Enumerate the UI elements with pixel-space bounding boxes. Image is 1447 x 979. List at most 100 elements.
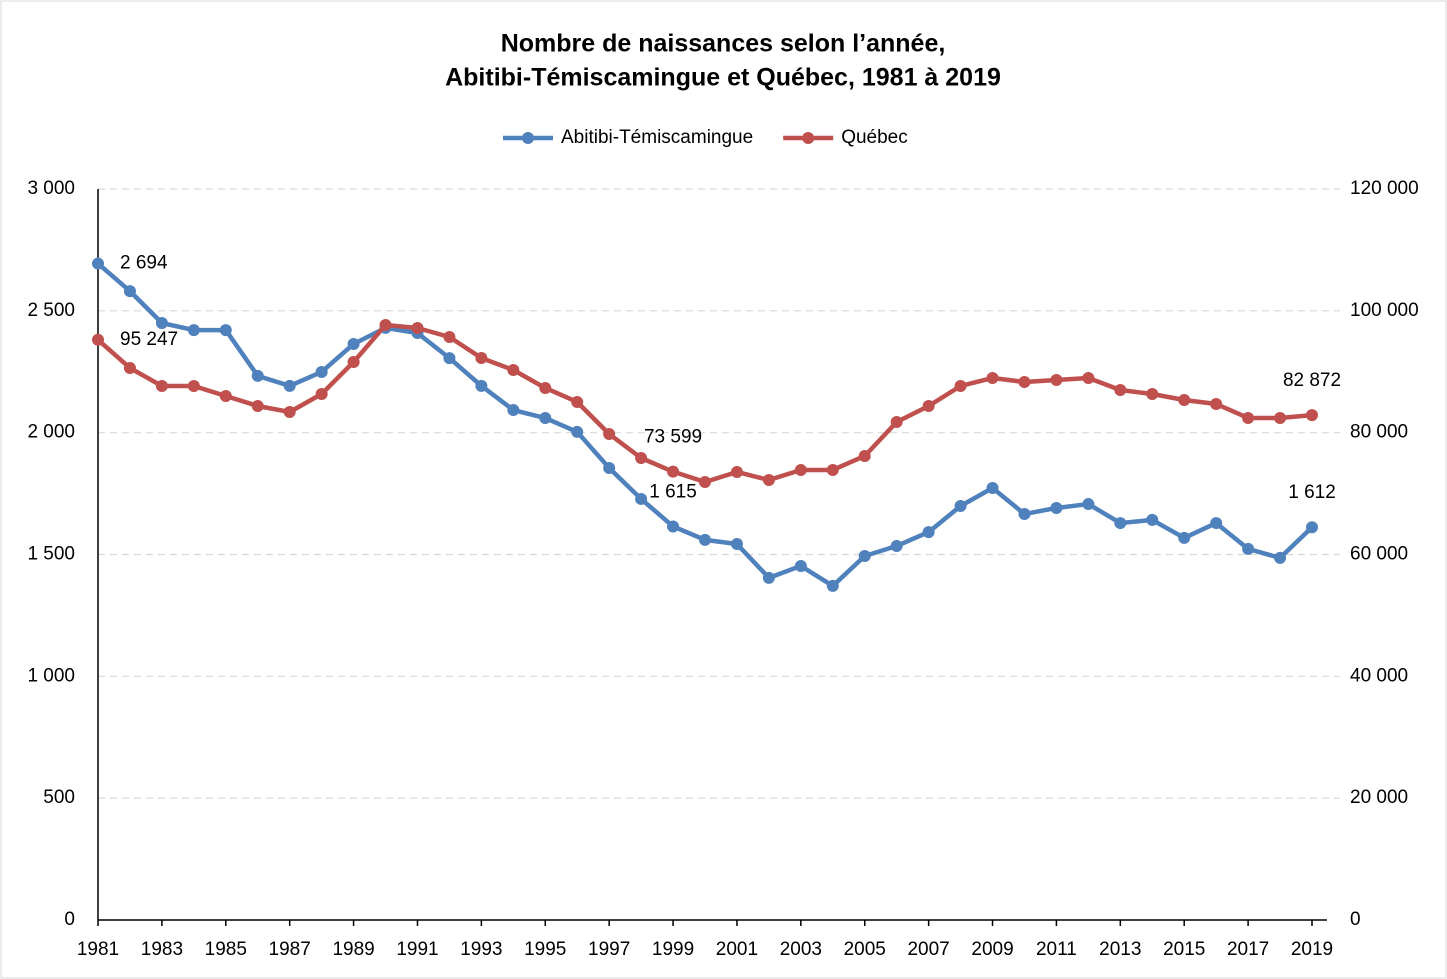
data-point	[794, 559, 807, 572]
data-point	[187, 379, 200, 392]
data-point	[1178, 393, 1191, 406]
y2-tick-label: 0	[1350, 909, 1361, 930]
x-tick-label: 2019	[1291, 939, 1333, 960]
data-point	[475, 351, 488, 364]
y-tick-label: 500	[43, 787, 75, 808]
data-point	[1050, 373, 1063, 386]
data-point	[539, 381, 552, 394]
data-point	[123, 361, 136, 374]
data-point	[603, 461, 616, 474]
data-point	[1306, 521, 1318, 534]
y-tick-label: 1 500	[27, 544, 75, 565]
data-point	[1114, 517, 1127, 530]
data-point	[890, 539, 903, 552]
data-point	[155, 317, 168, 330]
data-point	[123, 285, 136, 298]
data-point	[794, 463, 807, 476]
y-tick-label: 1 000	[27, 665, 75, 686]
x-tick-label: 2011	[1036, 939, 1077, 960]
data-label: 95 247	[120, 329, 178, 350]
data-point	[283, 379, 296, 392]
data-point	[155, 379, 168, 392]
data-point	[635, 492, 648, 505]
data-point	[411, 321, 424, 334]
x-tick-label: 1991	[396, 939, 438, 960]
data-point	[922, 526, 935, 539]
data-point	[1178, 531, 1191, 544]
data-point	[986, 481, 999, 494]
data-point	[315, 365, 328, 378]
data-point	[762, 571, 775, 584]
x-tick-label: 2007	[907, 939, 949, 960]
data-point	[1274, 551, 1287, 564]
data-point	[826, 579, 839, 592]
data-point	[1274, 411, 1287, 424]
data-point	[219, 389, 232, 402]
data-label: 1 615	[649, 481, 697, 502]
data-point	[443, 330, 456, 343]
data-point	[475, 379, 488, 392]
x-tick-label: 2013	[1099, 939, 1141, 960]
y2-tick-label: 100 000	[1350, 300, 1419, 321]
x-tick-label: 2017	[1227, 939, 1269, 960]
y-tick-label: 3 000	[27, 178, 75, 199]
data-point	[1210, 397, 1223, 410]
legend-marker	[522, 132, 534, 144]
y2-tick-label: 80 000	[1350, 422, 1408, 443]
data-label: 73 599	[644, 427, 702, 448]
data-point	[699, 475, 711, 488]
x-tick-label: 1997	[588, 939, 630, 960]
data-point	[954, 500, 967, 513]
y2-tick-label: 120 000	[1350, 178, 1419, 199]
data-point	[699, 533, 711, 546]
x-tick-label: 2009	[971, 939, 1013, 960]
data-point	[1242, 411, 1255, 424]
x-tick-label: 1983	[141, 939, 183, 960]
chart-title: Nombre de naissances selon l’année,	[501, 30, 946, 58]
x-tick-label: 2001	[716, 939, 758, 960]
data-point	[1242, 542, 1255, 555]
x-tick-label: 1987	[269, 939, 311, 960]
x-tick-label: 1989	[332, 939, 374, 960]
x-tick-label: 1999	[652, 939, 694, 960]
data-point	[890, 415, 903, 428]
data-point	[539, 412, 552, 425]
data-point	[347, 355, 360, 368]
data-point	[507, 404, 520, 417]
y-tick-label: 0	[64, 909, 75, 930]
data-point	[1306, 409, 1318, 422]
data-point	[635, 451, 648, 464]
x-tick-label: 1985	[205, 939, 247, 960]
legend-label: Québec	[841, 127, 908, 148]
data-label: 82 872	[1283, 370, 1341, 391]
data-point	[92, 257, 104, 270]
data-point	[443, 352, 456, 365]
data-point	[730, 465, 743, 478]
data-point	[1082, 498, 1095, 511]
data-point	[219, 324, 232, 337]
chart-subtitle: Abitibi-Témiscamingue et Québec, 1981 à …	[445, 64, 1001, 92]
data-label: 1 612	[1288, 482, 1336, 503]
y-tick-label: 2 500	[27, 300, 75, 321]
x-tick-label: 2005	[844, 939, 886, 960]
data-point	[187, 324, 200, 337]
data-point	[986, 371, 999, 384]
data-point	[954, 379, 967, 392]
data-point	[1050, 501, 1063, 514]
data-point	[1146, 387, 1159, 400]
data-point	[1146, 513, 1159, 526]
x-tick-label: 1995	[524, 939, 566, 960]
data-point	[571, 395, 584, 408]
y2-tick-label: 40 000	[1350, 665, 1408, 686]
data-point	[826, 463, 839, 476]
x-tick-label: 2015	[1163, 939, 1205, 960]
data-point	[1114, 383, 1127, 396]
x-tick-label: 1981	[77, 939, 119, 960]
data-point	[92, 333, 104, 346]
data-point	[507, 363, 520, 376]
data-point	[603, 427, 616, 440]
data-point	[858, 449, 871, 462]
data-point	[315, 387, 328, 400]
